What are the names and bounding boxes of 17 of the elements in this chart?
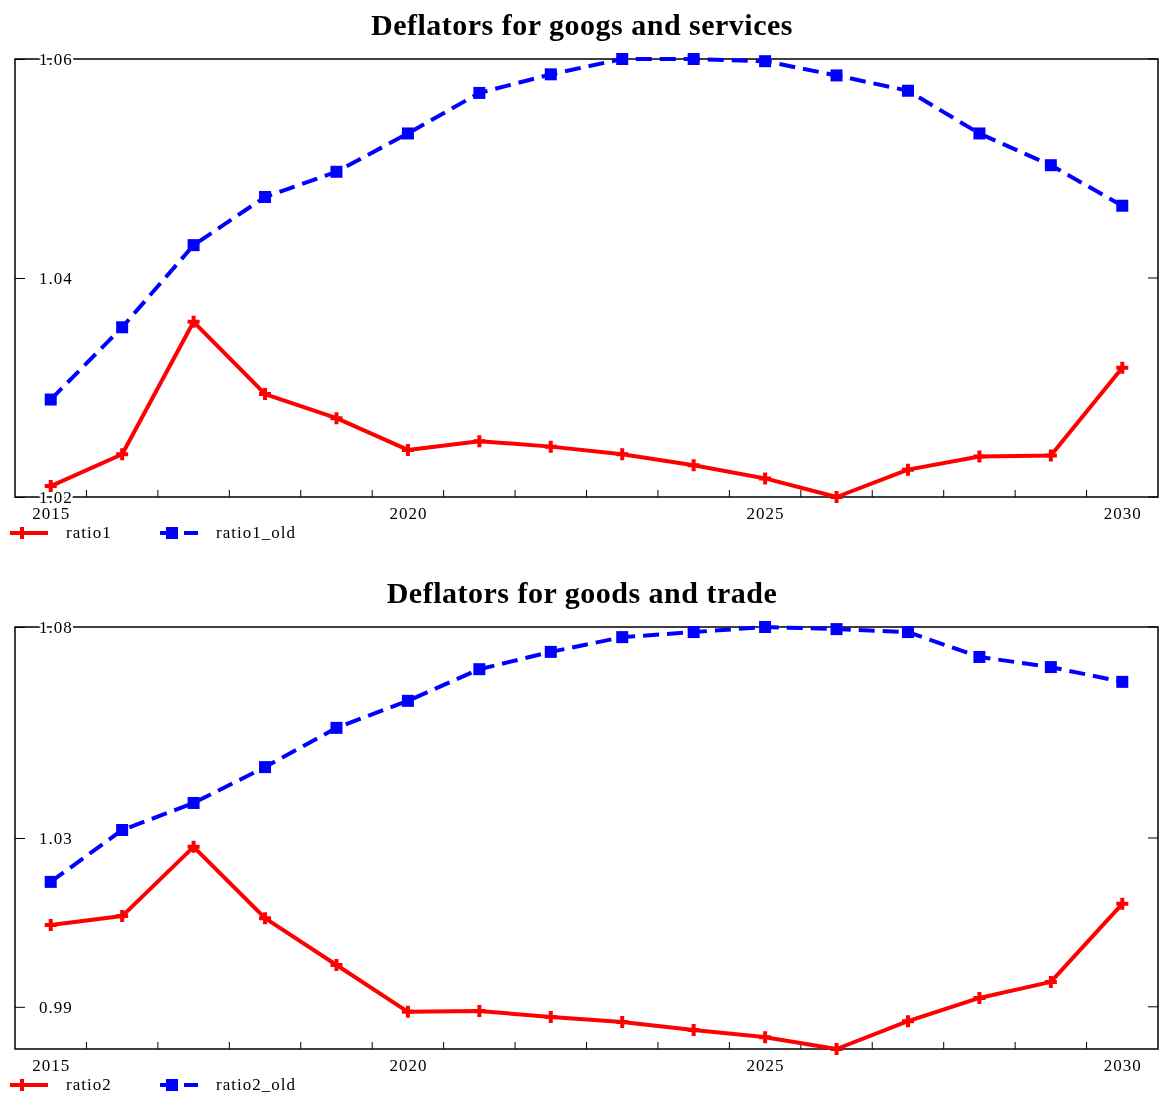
x-tick-label: 2025	[746, 504, 785, 524]
x-tick-label: 2025	[746, 1056, 785, 1076]
legend-label: ratio1_old	[216, 523, 296, 542]
y-tick-label: 0.99	[39, 997, 73, 1017]
y-tick-label: 1.03	[39, 828, 73, 848]
legend-label: ratio2_old	[216, 1075, 296, 1094]
x-tick-label: 2030	[1103, 504, 1142, 524]
chart-title: Deflators for googs and services	[370, 8, 794, 41]
chart-title: Deflators for goods and trade	[386, 576, 778, 609]
x-tick-label: 2030	[1103, 1056, 1142, 1076]
legend-label: ratio1	[66, 523, 112, 542]
legend-label: ratio2	[66, 1075, 112, 1094]
x-tick-label: 2020	[389, 504, 428, 524]
x-tick-label: 2020	[389, 1056, 428, 1076]
y-tick-label: 1.04	[39, 268, 73, 288]
x-tick-label: 2015	[32, 1056, 71, 1076]
x-tick-label: 2015	[32, 504, 71, 524]
